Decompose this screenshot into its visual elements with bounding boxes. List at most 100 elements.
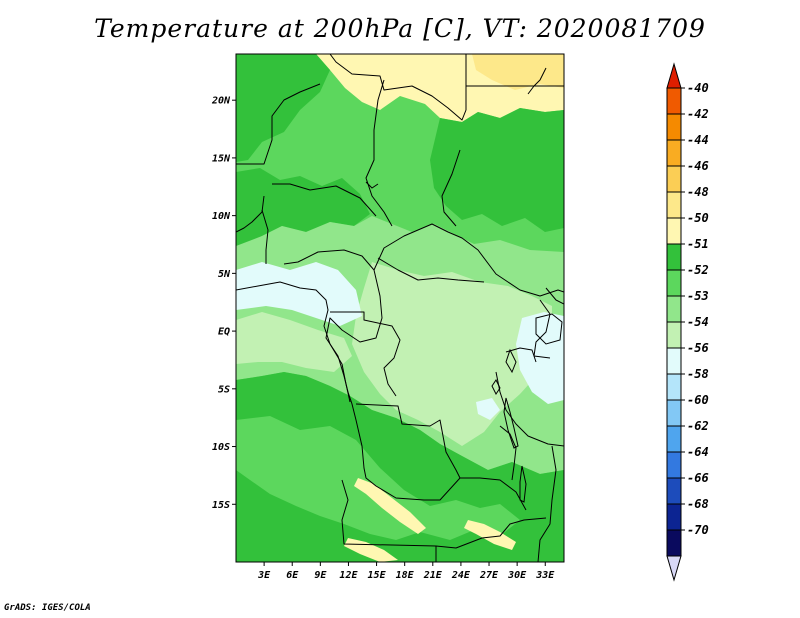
border-line bbox=[373, 223, 564, 297]
colorbar-label: -44 bbox=[687, 133, 709, 147]
lon-tick-label: 15E bbox=[368, 570, 387, 581]
map-title: Temperature at 200hPa [C], VT: 202008170… bbox=[94, 14, 706, 43]
colorbar-swatch bbox=[666, 191, 682, 219]
dark-green-northeast-region bbox=[430, 108, 564, 232]
colorbar-swatch bbox=[666, 503, 682, 531]
colorbar-swatch bbox=[666, 321, 682, 349]
colorbar: -40 -42 -44 -46 -48 -50 -51 -52 -53 -54 -56 -58 -60 -… bbox=[666, 62, 709, 582]
colorbar-swatch bbox=[666, 477, 682, 505]
dark-green-north-region bbox=[236, 54, 330, 162]
lat-tick-label: 5S bbox=[218, 384, 230, 395]
border-line bbox=[355, 403, 461, 479]
colorbar-label: -51 bbox=[687, 237, 709, 251]
colorbar-label: -70 bbox=[687, 523, 709, 537]
border-line bbox=[495, 371, 564, 447]
colorbar-label: -42 bbox=[687, 107, 709, 121]
colorbar-swatch bbox=[666, 87, 682, 115]
colorbar-swatch bbox=[666, 113, 682, 141]
colorbar-label: -53 bbox=[687, 289, 709, 303]
lon-tick-label: 27E bbox=[479, 570, 499, 581]
colorbar-label: -54 bbox=[687, 315, 709, 329]
cyan-east-region bbox=[516, 312, 564, 404]
colorbar-swatch bbox=[666, 529, 682, 557]
colorbar-swatch bbox=[666, 217, 682, 245]
colorbar-swatch bbox=[666, 399, 682, 427]
lon-tick-label: 30E bbox=[507, 570, 527, 581]
pale-green-central-region bbox=[352, 262, 552, 446]
border-line bbox=[505, 347, 537, 363]
border-line bbox=[236, 195, 265, 233]
cyan-spot-region bbox=[476, 398, 500, 420]
colorbar-label: -50 bbox=[687, 211, 709, 225]
colorbar-swatch bbox=[666, 373, 682, 401]
lakes bbox=[365, 181, 563, 503]
border-line bbox=[325, 269, 383, 393]
colorbar-swatch bbox=[666, 269, 682, 297]
lon-tick-label: 24E bbox=[451, 570, 471, 581]
map-frame bbox=[235, 53, 565, 563]
colorbar-swatch bbox=[666, 139, 682, 167]
lat-tick-label: 5N bbox=[218, 269, 231, 280]
lon-tick-label: 33E bbox=[535, 570, 555, 581]
colorbar-label: -58 bbox=[687, 367, 709, 381]
lat-tick-label: 15N bbox=[212, 153, 231, 164]
colorbar-label: -60 bbox=[687, 393, 709, 407]
lake-malawi bbox=[519, 465, 527, 503]
dark-green-sahel-region bbox=[236, 168, 370, 246]
river-shape bbox=[365, 181, 379, 189]
border-line bbox=[329, 54, 467, 121]
colorbar-top-arrow bbox=[666, 62, 682, 89]
coastline bbox=[236, 281, 351, 403]
border-line bbox=[527, 67, 547, 95]
mid-green-south-region bbox=[236, 416, 520, 540]
border-line bbox=[347, 391, 527, 511]
lon-tick-label: 12E bbox=[339, 570, 358, 581]
longitude-axis: 3E 6E 9E 12E 15E 18E 21E 24E 27E 30E 33E bbox=[257, 562, 555, 581]
colorbar-swatch bbox=[666, 347, 682, 375]
yellow-south-streak-1 bbox=[354, 478, 426, 534]
yellow-south-streak-2 bbox=[464, 520, 516, 550]
colorbar-label: -64 bbox=[687, 445, 709, 459]
border-line bbox=[537, 445, 557, 562]
colorbar-swatch bbox=[666, 425, 682, 453]
colorbar-swatch bbox=[666, 165, 682, 193]
border-line bbox=[441, 149, 461, 227]
colorbar-swatch bbox=[666, 295, 682, 323]
lake-kivu bbox=[491, 379, 501, 395]
country-borders bbox=[236, 54, 564, 562]
lat-tick-label: EQ bbox=[218, 327, 230, 338]
colorbar-swatch bbox=[666, 243, 682, 271]
latitude-axis: 20N 15N 10N 5N EQ 5S 10S 15S bbox=[211, 96, 236, 511]
pale-green-west-region bbox=[236, 312, 352, 372]
lat-tick-label: 10S bbox=[212, 442, 230, 453]
colorbar-label: -48 bbox=[687, 185, 709, 199]
border-line bbox=[261, 209, 269, 264]
lon-tick-label: 3E bbox=[257, 570, 271, 581]
border-line bbox=[365, 79, 393, 227]
border-line bbox=[545, 287, 564, 305]
lat-tick-label: 20N bbox=[211, 96, 231, 107]
colorbar-label: -68 bbox=[687, 497, 709, 511]
colorbar-label: -40 bbox=[687, 81, 709, 95]
lon-tick-label: 6E bbox=[286, 570, 299, 581]
colorbar-label: -66 bbox=[687, 471, 709, 485]
colorbar-label: -46 bbox=[687, 159, 709, 173]
border-line bbox=[330, 311, 401, 397]
colorbar-label: -52 bbox=[687, 263, 709, 277]
lon-tick-label: 18E bbox=[396, 570, 415, 581]
colorbar-bottom-arrow bbox=[666, 555, 682, 582]
lake-tanganyika bbox=[503, 397, 519, 449]
temperature-field bbox=[236, 54, 564, 562]
border-line bbox=[283, 249, 375, 271]
colorbar-label: -56 bbox=[687, 341, 709, 355]
lon-tick-label: 9E bbox=[314, 570, 327, 581]
border-line bbox=[499, 425, 517, 481]
cyan-gulf-region bbox=[236, 262, 362, 326]
colorbar-label: -62 bbox=[687, 419, 709, 433]
border-line bbox=[377, 257, 485, 283]
border-line bbox=[533, 299, 551, 359]
lake-albert bbox=[505, 348, 517, 374]
colorbar-swatch bbox=[666, 451, 682, 479]
border-line bbox=[341, 479, 547, 549]
